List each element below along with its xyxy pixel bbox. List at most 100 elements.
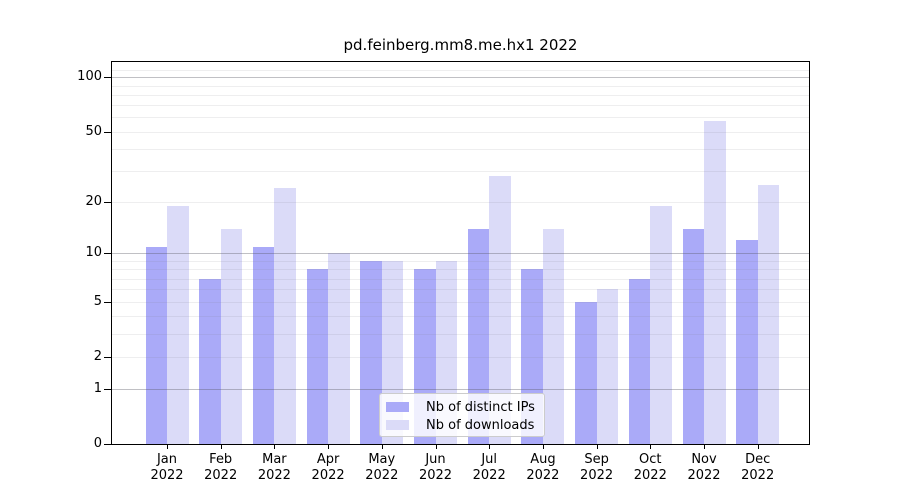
- x-tick-label: Jun 2022: [408, 452, 464, 484]
- legend-swatch-distinct-ips: [386, 402, 409, 412]
- y-tick-label: 100: [77, 69, 102, 85]
- y-tick-label: 2: [93, 348, 102, 364]
- x-tick-label: Apr 2022: [300, 452, 356, 484]
- legend-label-distinct-ips: Nb of distinct IPs: [426, 399, 535, 415]
- bar-downloads: [650, 205, 672, 444]
- x-tick-mark: [220, 444, 222, 449]
- minor-gridline: [112, 289, 809, 291]
- bar-distinct-ips: [306, 269, 329, 444]
- x-tick-mark: [542, 444, 544, 449]
- y-tick-label: 50: [85, 123, 102, 139]
- y-tick-mark: [104, 356, 111, 358]
- bar-distinct-ips: [199, 278, 221, 444]
- y-tick-mark: [104, 253, 111, 255]
- bar-downloads: [596, 289, 619, 444]
- x-tick-mark: [381, 444, 383, 449]
- y-tick-mark: [104, 77, 111, 79]
- y-tick-mark: [104, 444, 111, 445]
- x-tick-year: 2022: [580, 468, 614, 483]
- x-tick-year: 2022: [472, 468, 506, 483]
- bar-distinct-ips: [682, 228, 704, 444]
- minor-gridline: [112, 85, 809, 87]
- minor-gridline: [112, 171, 809, 173]
- major-gridline: [112, 77, 809, 79]
- x-tick-mark: [435, 444, 437, 449]
- bar-distinct-ips: [145, 246, 167, 444]
- minor-gridline: [112, 278, 809, 280]
- x-tick-label: Mar 2022: [246, 452, 302, 484]
- bar-distinct-ips: [360, 261, 382, 444]
- minor-gridline: [112, 69, 809, 71]
- minor-gridline: [112, 356, 809, 358]
- major-gridline: [112, 388, 809, 390]
- y-tick-label: 20: [85, 194, 102, 209]
- x-tick-label: Dec 2022: [730, 452, 786, 484]
- minor-gridline: [112, 148, 809, 150]
- bar-downloads: [757, 185, 780, 444]
- x-tick-year: 2022: [687, 468, 721, 483]
- bar-downloads: [167, 205, 189, 444]
- x-tick-year: 2022: [633, 468, 667, 483]
- x-tick-mark: [596, 444, 598, 449]
- bar-distinct-ips: [252, 246, 275, 444]
- minor-gridline: [112, 94, 809, 96]
- x-tick-label: Oct 2022: [622, 452, 678, 484]
- y-tick-label: 1: [93, 380, 102, 396]
- x-tick-mark: [650, 444, 652, 449]
- legend-item-downloads: Nb of downloads: [386, 416, 544, 434]
- x-tick-mark: [328, 444, 330, 449]
- legend: Nb of distinct IPs Nb of downloads: [379, 393, 545, 437]
- plot-area: [111, 61, 810, 445]
- chart-title: pd.feinberg.mm8.me.hx1 2022: [343, 36, 578, 54]
- y-tick-mark: [104, 131, 111, 133]
- legend-label-downloads: Nb of downloads: [426, 417, 535, 433]
- x-tick-mark: [757, 444, 759, 449]
- y-tick-mark: [104, 202, 111, 203]
- x-tick-year: 2022: [257, 468, 291, 483]
- x-tick-label: Feb 2022: [193, 452, 249, 484]
- x-tick-year: 2022: [204, 468, 238, 483]
- bar-downloads: [542, 228, 565, 444]
- y-tick-label: 5: [93, 293, 102, 309]
- minor-gridline: [112, 261, 809, 262]
- x-tick-label: Jul 2022: [461, 452, 517, 484]
- x-tick-year: 2022: [526, 468, 560, 483]
- x-tick-mark: [489, 444, 491, 449]
- major-gridline: [112, 253, 809, 255]
- legend-item-distinct-ips: Nb of distinct IPs: [386, 398, 544, 416]
- x-tick-label: Aug 2022: [515, 452, 571, 484]
- bar-downloads: [220, 228, 243, 444]
- bar-distinct-ips: [628, 278, 651, 444]
- minor-gridline: [112, 269, 809, 271]
- x-tick-label: May 2022: [354, 452, 410, 484]
- x-tick-label: Nov 2022: [676, 452, 732, 484]
- minor-gridline: [112, 105, 809, 107]
- x-tick-label: Jan 2022: [139, 452, 195, 484]
- x-tick-year: 2022: [365, 468, 399, 483]
- x-tick-mark: [274, 444, 276, 449]
- bar-distinct-ips: [736, 240, 758, 444]
- bar-downloads: [489, 176, 511, 444]
- minor-gridline: [112, 117, 809, 119]
- bar-downloads: [704, 121, 726, 444]
- minor-gridline: [112, 316, 809, 318]
- x-tick-year: 2022: [150, 468, 184, 483]
- y-tick-label: 0: [93, 436, 102, 451]
- bar-downloads: [328, 253, 350, 444]
- x-tick-mark: [167, 444, 168, 449]
- bar-distinct-ips: [467, 228, 490, 444]
- bar-downloads: [274, 188, 296, 444]
- y-tick-mark: [104, 388, 111, 390]
- minor-gridline: [112, 333, 809, 335]
- y-tick-label: 10: [85, 245, 102, 261]
- y-tick-mark: [104, 301, 111, 303]
- legend-swatch-downloads: [386, 420, 409, 430]
- minor-gridline: [112, 131, 809, 133]
- minor-gridline: [112, 202, 809, 203]
- x-tick-year: 2022: [311, 468, 345, 483]
- x-tick-label: Sep 2022: [569, 452, 625, 484]
- x-tick-mark: [704, 444, 705, 449]
- minor-gridline: [112, 301, 809, 303]
- bar-distinct-ips: [575, 301, 597, 444]
